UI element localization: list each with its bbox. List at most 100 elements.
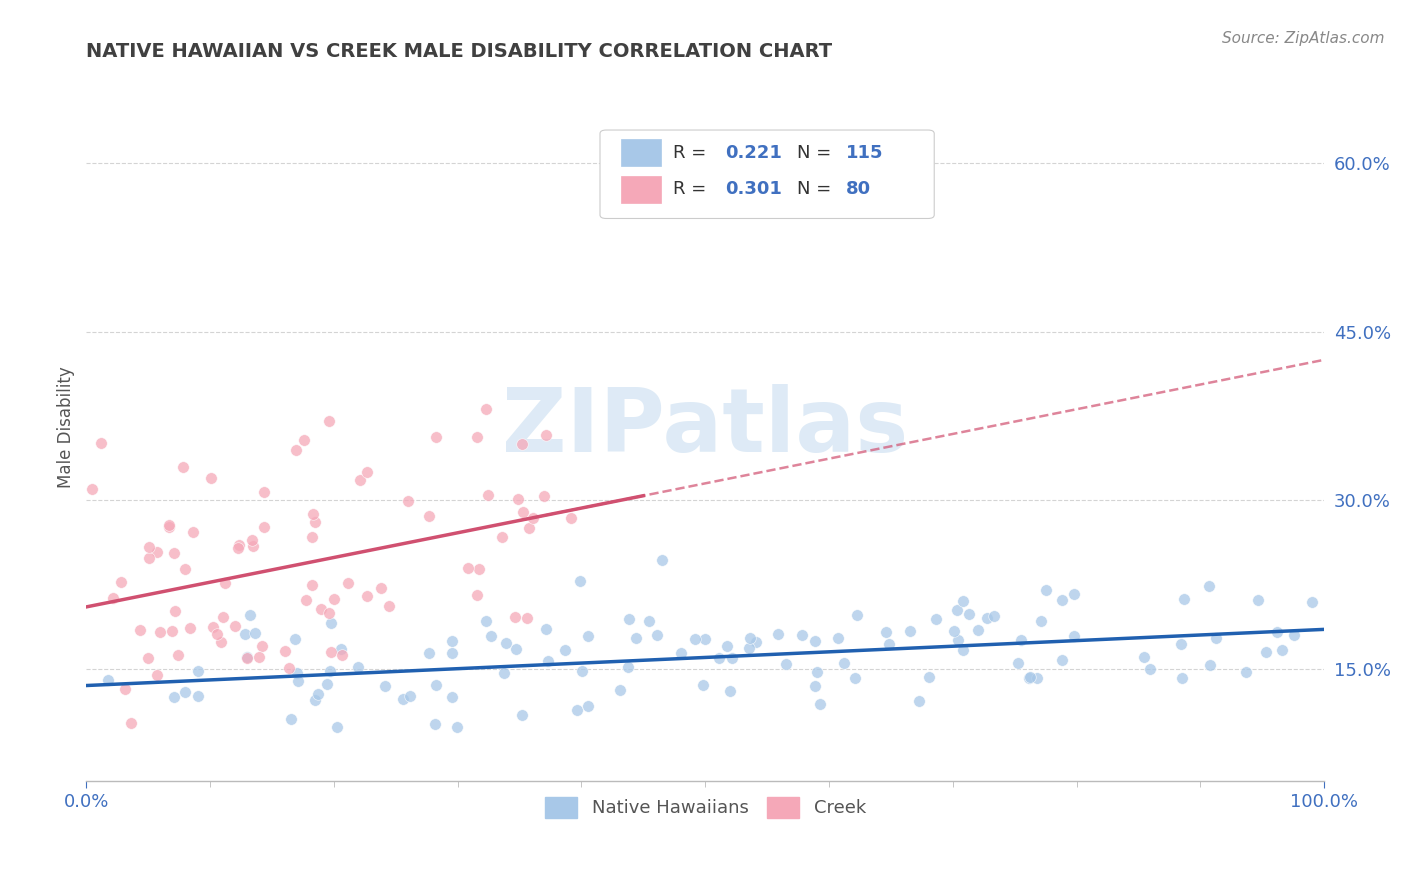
- Point: [273, 643, 295, 657]
- Point: [827, 631, 849, 645]
- Point: [738, 640, 761, 655]
- Point: [1063, 587, 1085, 601]
- Point: [510, 707, 533, 722]
- Point: [82, 483, 104, 497]
- Point: [207, 626, 229, 640]
- Point: [179, 622, 201, 636]
- Point: [166, 648, 188, 662]
- Point: [228, 538, 250, 552]
- Point: [693, 632, 716, 646]
- Point: [224, 619, 246, 633]
- Point: [242, 539, 264, 553]
- Point: [479, 629, 502, 643]
- Point: [446, 720, 468, 734]
- Point: [235, 650, 257, 665]
- Point: [792, 628, 814, 642]
- Point: [440, 633, 463, 648]
- Point: [1198, 658, 1220, 673]
- Point: [512, 437, 534, 451]
- Point: [1247, 593, 1270, 607]
- Point: [806, 665, 828, 679]
- Point: [181, 525, 204, 540]
- Point: [952, 594, 974, 608]
- Point: [477, 488, 499, 502]
- Y-axis label: Male Disability: Male Disability: [58, 367, 75, 488]
- Text: R =: R =: [673, 180, 711, 198]
- Point: [319, 665, 342, 679]
- Point: [304, 516, 326, 530]
- Point: [211, 610, 233, 624]
- Point: [1284, 628, 1306, 642]
- Point: [1205, 631, 1227, 645]
- Point: [1265, 625, 1288, 640]
- Point: [301, 508, 323, 522]
- Point: [467, 588, 489, 602]
- Point: [554, 643, 576, 657]
- Point: [287, 673, 309, 688]
- Point: [201, 620, 224, 634]
- Point: [1007, 656, 1029, 670]
- Point: [97, 673, 120, 687]
- Point: [318, 414, 340, 428]
- Point: [253, 485, 276, 500]
- Point: [1171, 671, 1194, 685]
- Point: [875, 624, 897, 639]
- Point: [560, 511, 582, 525]
- Point: [157, 520, 180, 534]
- Point: [645, 628, 668, 642]
- Point: [101, 591, 124, 605]
- Point: [304, 693, 326, 707]
- Point: [495, 636, 517, 650]
- Point: [576, 698, 599, 713]
- Point: [517, 521, 540, 535]
- Text: Source: ZipAtlas.com: Source: ZipAtlas.com: [1222, 31, 1385, 46]
- Point: [172, 460, 194, 475]
- Point: [966, 624, 988, 638]
- Text: R =: R =: [673, 144, 711, 161]
- Point: [808, 697, 831, 711]
- Point: [292, 433, 315, 447]
- Point: [440, 646, 463, 660]
- Point: [374, 679, 396, 693]
- Point: [252, 520, 274, 534]
- Point: [1018, 671, 1040, 685]
- Point: [617, 659, 640, 673]
- Point: [301, 578, 323, 592]
- FancyBboxPatch shape: [600, 130, 934, 219]
- Point: [243, 625, 266, 640]
- Point: [908, 694, 931, 708]
- Point: [285, 666, 308, 681]
- Point: [423, 717, 446, 731]
- Point: [396, 494, 419, 508]
- Point: [239, 607, 262, 622]
- Point: [491, 530, 513, 544]
- Point: [707, 651, 730, 665]
- Point: [295, 593, 318, 607]
- Point: [775, 657, 797, 672]
- Point: [138, 540, 160, 554]
- Text: N =: N =: [797, 144, 837, 161]
- Point: [1234, 665, 1257, 679]
- Point: [174, 562, 197, 576]
- Point: [721, 650, 744, 665]
- Point: [576, 629, 599, 643]
- Point: [356, 589, 378, 603]
- Point: [568, 574, 591, 589]
- Point: [418, 508, 440, 523]
- Point: [441, 690, 464, 705]
- Point: [716, 639, 738, 653]
- Point: [157, 518, 180, 533]
- Point: [336, 575, 359, 590]
- Point: [114, 681, 136, 696]
- Point: [832, 656, 855, 670]
- Point: [804, 634, 827, 648]
- Point: [1050, 592, 1073, 607]
- Point: [214, 576, 236, 591]
- Point: [617, 612, 640, 626]
- Point: [162, 690, 184, 705]
- Point: [1063, 629, 1085, 643]
- Text: ZIPatlas: ZIPatlas: [502, 384, 908, 471]
- Point: [475, 401, 498, 416]
- Point: [1139, 662, 1161, 676]
- Point: [425, 430, 447, 444]
